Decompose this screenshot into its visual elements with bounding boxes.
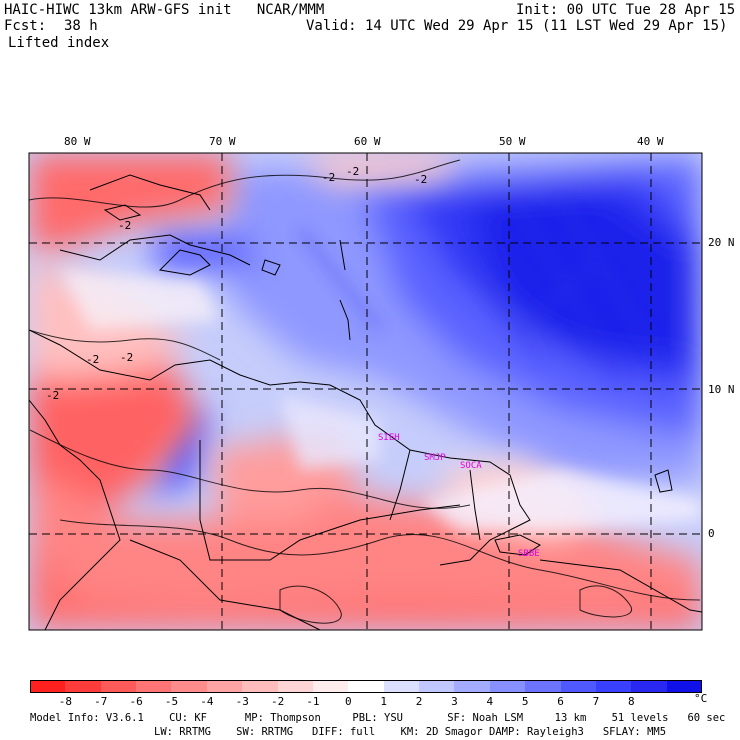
- colorbar-tick-label: -4: [200, 695, 214, 708]
- colorbar-swatch: [30, 680, 66, 693]
- lon-label: 60 W: [354, 135, 381, 148]
- colorbar-tick-label: -3: [235, 695, 249, 708]
- colorbar-swatch: [312, 680, 349, 693]
- contour-label: -2: [120, 351, 134, 364]
- station-label: SOCA: [460, 461, 482, 471]
- contour-label: -2: [414, 173, 428, 186]
- lat-label: 0: [708, 527, 715, 540]
- model-info-line2: LW: RRTMG SW: RRTMG DIFF: full KM: 2D Sm…: [154, 726, 667, 738]
- colorbar-swatch: [560, 680, 597, 693]
- coastlines: [29, 174, 702, 630]
- colorbar-swatch: [525, 680, 562, 693]
- forecast-label: Fcst:: [4, 18, 47, 34]
- colorbar-tick-label: 3: [451, 695, 458, 708]
- neutral-region: [60, 270, 702, 530]
- colorbar-swatch: [206, 680, 243, 693]
- colorbar-tick-label: 6: [557, 695, 564, 708]
- colorbar-swatch: [65, 680, 102, 693]
- colorbar-tick-label: -7: [94, 695, 108, 708]
- station-label: SBBE: [518, 549, 540, 559]
- forecast-hour: 38 h: [64, 18, 98, 34]
- colorbar-tick-label: -6: [129, 695, 143, 708]
- contour-label: -2: [86, 353, 100, 366]
- colorbar-tick-label: 1: [380, 695, 387, 708]
- colorbar-swatch: [419, 680, 455, 693]
- contour-label: -2: [322, 171, 336, 184]
- contour-label: -2: [46, 389, 60, 402]
- lon-label: 50 W: [499, 135, 526, 148]
- colorbar-swatch: [383, 680, 420, 693]
- lon-label: 70 W: [209, 135, 236, 148]
- contour-label: -2: [118, 219, 132, 232]
- colorbar-tick-label: 7: [592, 695, 600, 708]
- colorbar-swatch: [631, 680, 668, 693]
- station-label: SMJP: [424, 453, 446, 463]
- colorbar-tick-label: 5: [521, 695, 529, 708]
- colorbar-tick-label: -8: [58, 695, 72, 708]
- station-label: SIEH: [378, 433, 400, 443]
- colorbar-swatch: [100, 680, 137, 693]
- lat-label: 10 N: [708, 383, 735, 396]
- field-name: Lifted index: [8, 35, 110, 51]
- colorbar-tick-label: -5: [164, 695, 179, 708]
- colorbar-tick-label: 4: [486, 695, 494, 708]
- model-title: HAIC-HIWC 13km ARW-GFS init NCAR/MMM: [4, 2, 325, 18]
- graticule: [29, 153, 702, 630]
- colorbar-swatch: [489, 680, 526, 693]
- colorbar-tick-label: 0: [345, 695, 352, 708]
- lon-label: 40 W: [637, 135, 664, 148]
- lat-label: 20 N: [708, 236, 735, 249]
- colorbar-swatch: [595, 680, 632, 693]
- colorbar-tick-label: 8: [627, 695, 635, 708]
- valid-time: Valid: 14 UTC Wed 29 Apr 15 (11 LST Wed …: [306, 18, 728, 34]
- colorbar-swatch: [277, 680, 314, 693]
- init-time: Init: 00 UTC Tue 28 Apr 15: [516, 2, 736, 18]
- model-info-line1: Model Info: V3.6.1 CU: KF MP: Thompson P…: [30, 712, 726, 724]
- colorbar-tick-label: -1: [306, 695, 320, 708]
- colorbar-unit: °C: [694, 692, 708, 705]
- colorbar-swatch: [171, 680, 208, 693]
- colorbar-tick-label: -2: [270, 695, 285, 708]
- colorbar-swatch: [666, 680, 703, 693]
- colorbar-frame: [30, 680, 702, 693]
- colorbar-swatch: [136, 680, 172, 693]
- colorbar-swatch: [348, 680, 385, 693]
- contour-label: -2: [346, 165, 360, 178]
- map-frame: [28, 152, 703, 631]
- colorbar-tick-label: 2: [415, 695, 423, 708]
- lon-label: 80 W: [64, 135, 91, 148]
- colorbar-swatch: [454, 680, 491, 693]
- colorbar-swatch: [242, 680, 279, 693]
- contours: [29, 159, 701, 624]
